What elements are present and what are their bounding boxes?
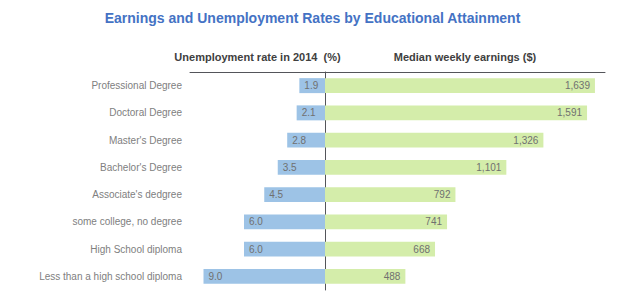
svg-text:1,101: 1,101 <box>476 162 501 173</box>
svg-text:some college, no degree: some college, no degree <box>72 216 182 227</box>
svg-text:Associate's dedgree: Associate's dedgree <box>92 189 182 200</box>
svg-text:6.0: 6.0 <box>249 244 263 255</box>
svg-text:1.9: 1.9 <box>304 80 318 91</box>
svg-text:6.0: 6.0 <box>249 216 263 227</box>
svg-text:Earnings and Unemployment Rate: Earnings and Unemployment Rates by Educa… <box>105 10 521 26</box>
svg-text:488: 488 <box>384 271 401 282</box>
svg-text:1,326: 1,326 <box>513 135 538 146</box>
svg-text:4.5: 4.5 <box>269 189 283 200</box>
svg-text:668: 668 <box>413 244 430 255</box>
svg-text:2.1: 2.1 <box>302 107 316 118</box>
svg-text:3.5: 3.5 <box>283 162 297 173</box>
svg-text:Doctoral Degree: Doctoral Degree <box>109 107 182 118</box>
svg-text:2.8: 2.8 <box>292 135 306 146</box>
svg-text:Unemployment rate in 2014 (%): Unemployment rate in 2014 (%) <box>174 51 341 63</box>
svg-text:792: 792 <box>434 189 451 200</box>
svg-text:Bachelor's Degree: Bachelor's Degree <box>100 162 182 173</box>
svg-text:9.0: 9.0 <box>209 271 223 282</box>
svg-text:Less than a high school diplom: Less than a high school diploma <box>39 271 182 282</box>
svg-text:Professional Degree: Professional Degree <box>91 80 182 91</box>
svg-text:741: 741 <box>425 216 442 227</box>
svg-text:High School diploma: High School diploma <box>90 244 182 255</box>
svg-text:1,639: 1,639 <box>565 80 590 91</box>
svg-text:Median weekly earnings ($): Median weekly earnings ($) <box>394 51 537 63</box>
svg-text:1,591: 1,591 <box>557 107 582 118</box>
svg-text:Master's Degree: Master's Degree <box>109 135 182 146</box>
